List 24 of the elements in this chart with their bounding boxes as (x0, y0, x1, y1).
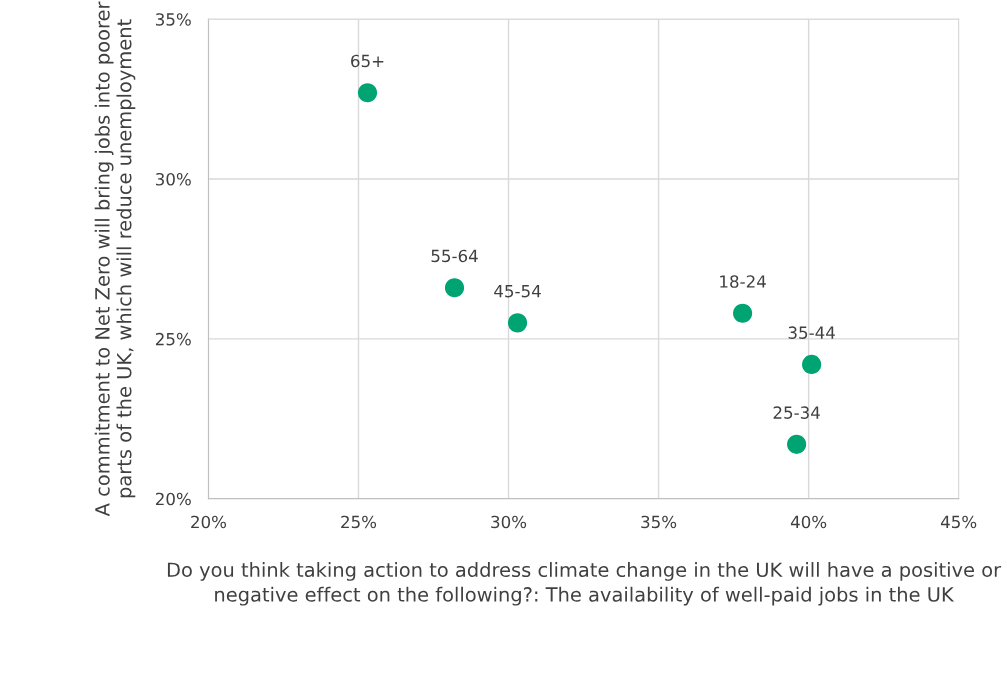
point (802, 354, 822, 374)
x-axis-title: Do you think taking action to address climate change in the UK will have a positive or negative effect on the following?: The availability of well-paid jobs in the UK (167, 562, 1002, 606)
point (444, 278, 465, 298)
x-tick-label: 25% (341, 515, 377, 529)
x-tick-label: 20% (191, 515, 227, 529)
point (787, 434, 807, 454)
y-tick-label: 25% (155, 332, 191, 346)
x-tick-label: 30% (491, 515, 527, 529)
annotation: 18-24 (720, 275, 766, 288)
x-tick-label: 35% (641, 515, 677, 529)
point (733, 303, 753, 323)
x-tick-label: 45% (940, 515, 977, 529)
y-tick-label: 20% (155, 492, 191, 506)
x-tick-label: 40% (790, 515, 827, 529)
annotation: 65+ (351, 54, 384, 68)
annotation: 55-64 (431, 249, 478, 263)
point (507, 313, 528, 333)
y-tick-label: 30% (156, 172, 191, 186)
y-tick-label: 35% (156, 13, 191, 26)
point (357, 83, 378, 103)
y-axis-title: A commitment to Net Zero will bring jobs into poorer parts of the UK, which will reduce unemployment (94, 1, 136, 517)
annotation: 25-34 (773, 406, 820, 419)
annotation: 45-54 (494, 285, 541, 298)
annotation: 35-44 (788, 326, 835, 339)
